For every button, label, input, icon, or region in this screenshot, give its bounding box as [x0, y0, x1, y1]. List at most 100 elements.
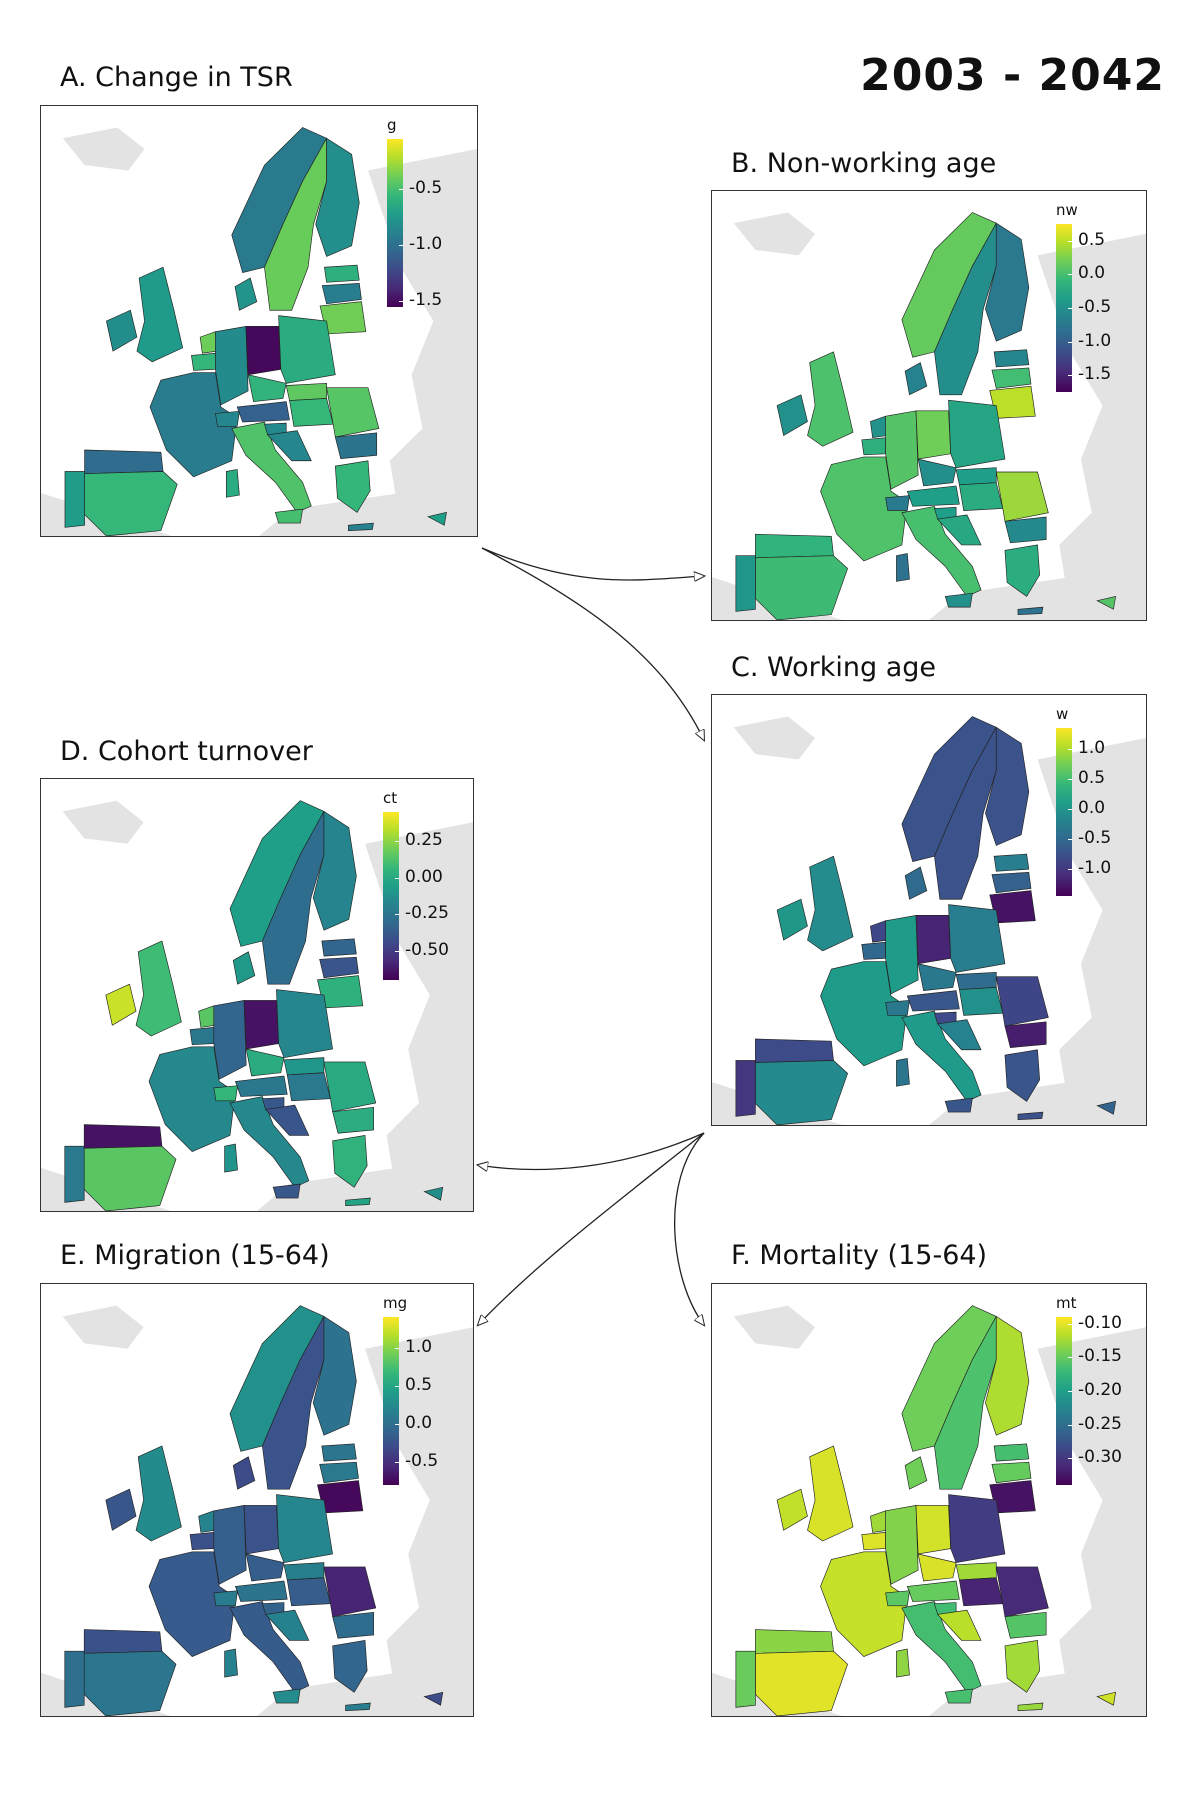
region-croatia: [264, 1104, 310, 1136]
region-finland: [985, 1315, 1030, 1436]
region-uk: [135, 1445, 182, 1542]
region-austria: [906, 485, 960, 507]
legend-tick-mark: [395, 1462, 399, 1464]
region-west-germany: [213, 1505, 247, 1585]
region-finland: [312, 1315, 357, 1436]
non-eu-land: [259, 493, 477, 536]
legend-tick-label: -1.5: [409, 290, 443, 311]
legend-colorbar: [1056, 728, 1072, 896]
region-czechia: [917, 1553, 957, 1582]
region-denmark: [904, 362, 928, 396]
region-crete: [345, 1702, 371, 1711]
region-portugal: [735, 1060, 756, 1117]
region-czechia: [247, 374, 287, 402]
legend-tick-label: 0.25: [405, 830, 443, 851]
legend-tick-mark: [395, 1347, 399, 1349]
region-uk: [135, 940, 182, 1037]
legend-tick-mark: [395, 841, 399, 843]
legend-tick-label: 0.0: [405, 1412, 433, 1433]
region-cyprus: [423, 1186, 444, 1201]
region-denmark: [232, 1456, 256, 1490]
region-uk: [807, 1445, 854, 1542]
region-uk: [807, 855, 854, 952]
region-portugal: [735, 555, 756, 612]
region-estonia: [324, 264, 360, 283]
region-switzerland: [215, 410, 240, 427]
map-panel-d: ct 0.25 0.00 -0.25 -0.50: [40, 778, 474, 1212]
region-latvia: [319, 1461, 359, 1484]
region-estonia: [321, 1443, 357, 1462]
legend-tick-mark: [1068, 869, 1072, 870]
region-austria: [234, 1075, 288, 1097]
region-portugal: [64, 1145, 85, 1203]
region-czechia: [245, 1553, 285, 1582]
region-sweden: [264, 138, 327, 311]
region-sardinia: [224, 1143, 238, 1173]
region-greece: [1004, 544, 1041, 597]
region-france: [148, 1046, 236, 1152]
legend-colorbar: [383, 1317, 399, 1485]
panel-b-title: B. Non-working age: [731, 148, 997, 179]
legend-tick-label: -0.50: [405, 939, 449, 960]
region-portugal: [64, 1650, 85, 1708]
region-latvia: [991, 1461, 1032, 1484]
region-bulgaria: [332, 1611, 374, 1639]
region-croatia: [937, 514, 982, 546]
region-sardinia: [896, 1648, 910, 1678]
arrow-c-to-f: [673, 1132, 704, 1325]
region-bulgaria: [1004, 1611, 1047, 1639]
region-france: [148, 1551, 236, 1657]
legend-tick-mark: [1068, 809, 1072, 810]
region-sardinia: [224, 1648, 238, 1678]
legend-tick-label: -1.0: [409, 234, 443, 255]
region-ireland: [105, 1488, 137, 1531]
legend: w 1.0 0.5 0.0 -0.5 -1.0: [1056, 703, 1142, 902]
region-poland: [276, 989, 333, 1059]
region-ireland: [106, 309, 138, 352]
legend-colorbar: [383, 812, 399, 980]
region-poland: [948, 904, 1006, 973]
panel-d-title: D. Cohort turnover: [60, 736, 313, 767]
region-west-germany: [215, 325, 249, 406]
region-sweden: [934, 223, 997, 396]
region-austria: [906, 990, 960, 1012]
non-eu-land: [62, 1305, 144, 1349]
region-sweden: [262, 1316, 325, 1490]
region-ireland: [776, 1488, 808, 1531]
region-sicily: [274, 508, 303, 524]
region-sardinia: [225, 468, 240, 498]
region-greece: [332, 1640, 368, 1693]
region-uk: [136, 266, 184, 363]
legend-colorbar: [1056, 1317, 1072, 1485]
legend-tick-label: -1.0: [1078, 858, 1112, 878]
region-romania: [995, 976, 1049, 1027]
region-croatia: [267, 430, 312, 462]
legend-tick-mark: [1068, 839, 1072, 840]
region-romania: [326, 387, 380, 438]
legend-tick-mark: [399, 245, 403, 247]
europe-map: [712, 716, 1146, 1125]
region-estonia: [321, 938, 357, 957]
non-eu-land: [733, 716, 816, 760]
legend-title: w: [1056, 705, 1069, 723]
region-poland: [276, 1494, 333, 1564]
legend-tick-mark: [1068, 240, 1072, 242]
region-denmark: [234, 277, 258, 311]
arrow-a-to-b: [481, 547, 704, 580]
legend-tick-mark: [1068, 779, 1072, 780]
region-crete: [1017, 1702, 1044, 1711]
region-switzerland: [885, 1590, 910, 1607]
region-finland: [985, 726, 1030, 846]
region-finland: [312, 810, 357, 931]
non-eu-land: [929, 1082, 1146, 1125]
non-eu-land: [62, 800, 144, 844]
region-bulgaria: [1004, 516, 1047, 544]
arrow-c-to-e: [478, 1132, 705, 1325]
region-greece: [1004, 1640, 1041, 1693]
legend-tick-mark: [1068, 1357, 1072, 1359]
region-poland: [948, 399, 1006, 469]
region-czechia: [917, 963, 957, 991]
region-ireland: [776, 898, 808, 941]
region-crete: [348, 522, 374, 531]
region-greece: [334, 460, 371, 513]
